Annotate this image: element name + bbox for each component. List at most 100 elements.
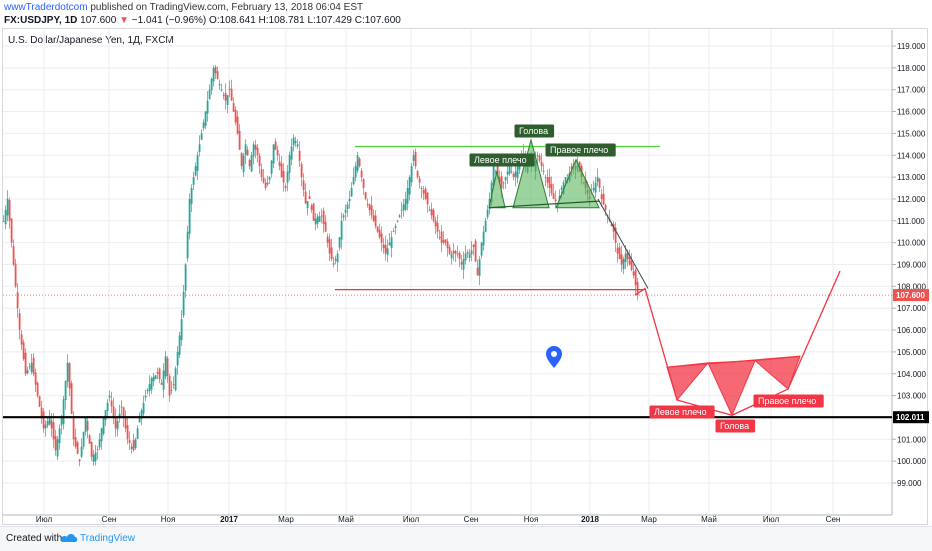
candle-body [456, 253, 459, 255]
candle-body [176, 351, 179, 366]
candle-body [114, 417, 117, 429]
candle-body [2, 220, 5, 222]
candle-body [70, 383, 73, 414]
green-pattern-triangle [555, 158, 600, 209]
candle-body [604, 204, 607, 210]
candle-body [636, 281, 639, 296]
candle-body [316, 216, 319, 224]
symbol-info: FX:USDJPY, 1D 107.600 ▼ −1.041 (−0.96%) … [4, 15, 401, 26]
candle-body [318, 216, 321, 222]
candle-body [22, 342, 25, 360]
x-tick-label: Мар [641, 515, 657, 524]
candle-body [486, 209, 489, 218]
candle-body [238, 131, 241, 150]
candle-body [390, 237, 393, 248]
candle-body [140, 410, 143, 419]
candle-body [286, 171, 289, 183]
candle-body [302, 180, 305, 191]
candle-body [60, 417, 63, 426]
candle-body [170, 390, 173, 391]
candle-body [330, 247, 333, 260]
y-tick-label: 112.000 [897, 195, 926, 204]
candle-body [338, 237, 341, 248]
candle-body [592, 188, 595, 191]
candle-body [20, 334, 23, 345]
candle-body [232, 103, 235, 112]
label-left-shoulder-green: Левое плечо [469, 153, 535, 167]
candle-body [6, 198, 9, 216]
x-tick-label: Сен [464, 515, 479, 524]
candle-body [440, 231, 443, 243]
candle-body [40, 407, 43, 418]
price-chart[interactable]: U.S. Dollar/Japanese Yen, 1Д, FXCM 99.000… [0, 0, 932, 526]
candle-body [350, 188, 353, 197]
candle-body [148, 383, 151, 391]
label-right-shoulder-green-text: Правое плечо [550, 145, 608, 155]
candle-body [544, 177, 547, 178]
candle-body [336, 253, 339, 263]
candle-body [242, 155, 245, 172]
publish-info: wwwTraderdotcom published on TradingView… [4, 2, 363, 13]
candle-body [32, 357, 35, 374]
candle-body [134, 439, 137, 448]
label-right-shoulder-green-bg [545, 143, 616, 157]
candle-body [268, 177, 271, 180]
label-left-shoulder-red-bg [649, 405, 715, 419]
candle-body [410, 166, 413, 183]
candle-body [468, 253, 471, 258]
green-neckline [488, 200, 600, 209]
candle-body [368, 204, 371, 210]
candle-body [218, 84, 221, 86]
candle-body [304, 191, 307, 204]
change-value: −1.041 (−0.96%) [131, 15, 207, 26]
candle-body [276, 149, 279, 156]
candle-body [550, 184, 553, 194]
candle-body [88, 435, 91, 444]
candle-body [106, 402, 109, 411]
red-pattern-triangle [707, 360, 756, 417]
candle-body [172, 384, 175, 386]
candle-body [388, 242, 391, 246]
published-text: published on TradingView.com, February 1… [90, 2, 364, 13]
candle-body [482, 231, 485, 246]
candle-body [90, 442, 93, 457]
candle-body [602, 193, 605, 205]
candle-body [472, 244, 475, 248]
chart-title: U.S. Dollar/Japanese Yen, 1Д, FXCM [8, 35, 174, 46]
candle-body [628, 256, 631, 265]
y-tick-label: 117.000 [897, 86, 926, 95]
label-head-red-bg [715, 419, 756, 433]
author-link[interactable]: wwwTraderdotcom [4, 2, 88, 13]
label-left-shoulder-red: Левое плечо [649, 405, 715, 419]
candle-body [374, 215, 377, 227]
y-tick-label: 119.000 [897, 42, 926, 51]
candle-body [430, 208, 433, 216]
candle-body [308, 196, 311, 199]
candle-body [160, 382, 163, 385]
x-tick-label: Июл [403, 515, 420, 524]
candle-body [478, 259, 481, 276]
candle-body [306, 201, 309, 209]
candle-body [596, 177, 599, 182]
current-price-tag: 107.600 [896, 291, 925, 300]
candle-body [250, 155, 253, 172]
candle-body [42, 411, 45, 429]
candle-body [626, 251, 629, 260]
support-price-tag-bg [893, 411, 929, 424]
candle-body [228, 88, 231, 90]
candle-body [278, 161, 281, 167]
candle-body [136, 428, 139, 439]
candle-body [138, 417, 141, 423]
candle-body [424, 188, 427, 199]
candle-body [264, 182, 267, 189]
x-tick-label: Ноя [524, 515, 539, 524]
candle-body [362, 179, 365, 189]
candle-body [210, 78, 213, 91]
tradingview-brand[interactable]: TradingView [80, 533, 136, 544]
candle-body [348, 198, 351, 202]
candle-body [168, 376, 171, 396]
candle-body [82, 432, 85, 447]
candle-body [506, 171, 509, 175]
candle-body [536, 155, 539, 157]
candle-body [594, 182, 597, 193]
